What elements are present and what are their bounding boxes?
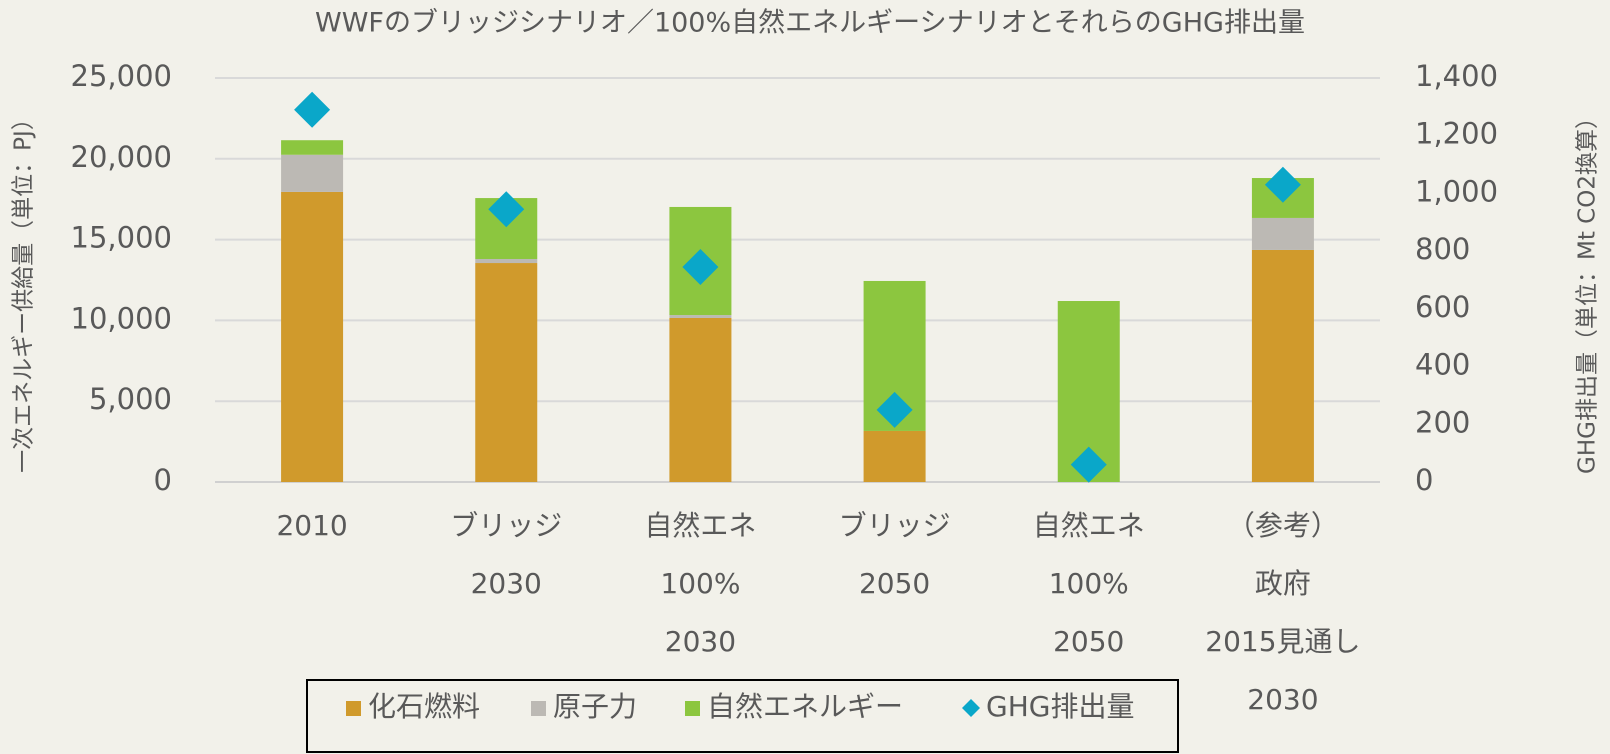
y-tick-label: 15,000 (71, 221, 172, 255)
x-tick-label: （参考） (1227, 509, 1339, 542)
y2-tick-label: 400 (1415, 348, 1470, 382)
y2-tick-label: 1,400 (1415, 59, 1498, 93)
x-tick-label: ブリッジ (450, 509, 562, 542)
x-tick-label: 自然エネ (1033, 509, 1145, 542)
x-tick-label: 2050 (859, 567, 930, 600)
y-tick-label: 5,000 (89, 382, 172, 416)
bar-segment (281, 154, 344, 192)
legend-box (306, 679, 1179, 753)
bar-segment (281, 140, 344, 155)
ghg-marker (294, 91, 331, 128)
legend-swatch (346, 701, 361, 716)
legend-label: 化石燃料 (368, 690, 480, 723)
x-tick-label: 2030 (665, 625, 736, 658)
ghg-marker (1264, 166, 1301, 203)
legend-label: GHG排出量 (986, 690, 1134, 723)
y2-tick-label: 0 (1415, 463, 1433, 497)
x-tick-label: 2030 (471, 567, 542, 600)
bar-segment (475, 258, 538, 264)
y-tick-label: 10,000 (71, 301, 172, 335)
x-tick-label: 2010 (276, 509, 347, 542)
x-tick-label: 100% (660, 567, 740, 600)
ghg-marker (1070, 446, 1107, 483)
y2-tick-label: 1,000 (1415, 174, 1498, 208)
legend-label: 自然エネルギー (707, 690, 903, 723)
legend-marker (962, 699, 980, 717)
y2-tick-label: 200 (1415, 405, 1470, 439)
y-axis-title: 一次エネルギー供給量（単位：PJ） (11, 107, 37, 473)
y2-tick-label: 600 (1415, 290, 1470, 324)
x-tick-label: 2050 (1053, 625, 1124, 658)
bar-segment (281, 191, 344, 483)
x-tick-label: 自然エネ (644, 509, 756, 542)
y-tick-label: 25,000 (71, 59, 172, 93)
legend-swatch (531, 701, 546, 716)
y2-tick-label: 1,200 (1415, 117, 1498, 151)
ghg-marker (876, 391, 913, 428)
bar-segment (669, 317, 732, 482)
x-tick-label: ブリッジ (839, 509, 951, 542)
bar-segment (669, 315, 732, 318)
x-tick-label: 政府 (1255, 567, 1311, 600)
y2-axis-title: GHG排出量（単位：Mt CO2換算） (1575, 106, 1601, 474)
chart-title: WWFのブリッジシナリオ／100%自然エネルギーシナリオとそれらのGHG排出量 (315, 8, 1305, 39)
bar-segment (1251, 249, 1314, 482)
y2-tick-label: 800 (1415, 232, 1470, 266)
y-tick-label: 20,000 (71, 140, 172, 174)
ghg-marker (682, 249, 719, 286)
legend-label: 原子力 (553, 690, 637, 723)
legend-swatch (685, 701, 700, 716)
bar-segment (1251, 217, 1314, 250)
bar-segment (475, 263, 538, 482)
x-tick-label: 2015見通し (1205, 625, 1360, 658)
x-tick-label: 100% (1049, 567, 1129, 600)
ghg-marker (488, 191, 525, 228)
bar-segment (863, 430, 926, 482)
y-tick-label: 0 (154, 463, 172, 497)
x-tick-label: 2030 (1247, 683, 1318, 716)
